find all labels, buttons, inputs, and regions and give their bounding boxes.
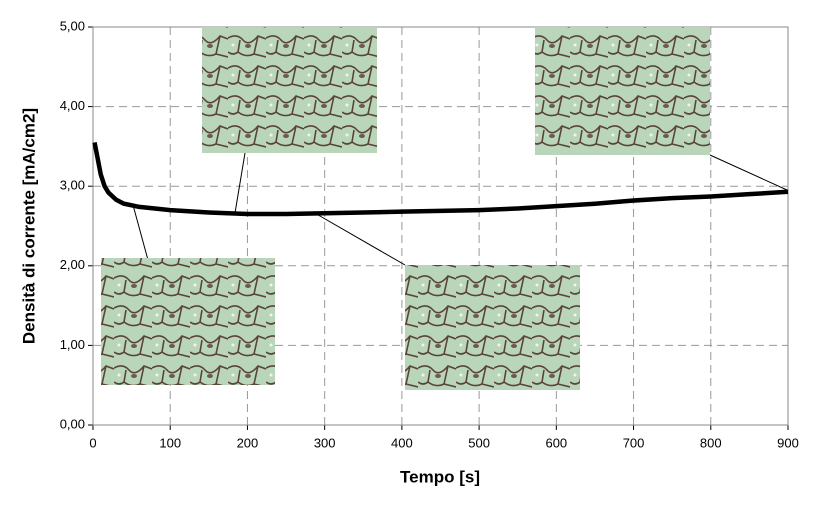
- y-tick-label: 5,00: [60, 18, 85, 33]
- micrograph: [101, 258, 275, 385]
- y-axis-title: Densità di corrente [mA/cm2]: [19, 108, 38, 344]
- x-tick-label: 800: [700, 435, 722, 450]
- x-axis-title: Tempo [s]: [400, 467, 480, 486]
- connector: [709, 154, 788, 191]
- micrograph: [202, 27, 377, 153]
- x-tick-label: 100: [159, 435, 181, 450]
- x-tick-label: 400: [391, 435, 413, 450]
- connector: [132, 204, 149, 261]
- connector: [312, 211, 406, 266]
- y-tick-label: 0,00: [60, 416, 85, 431]
- y-tick-label: 3,00: [60, 178, 85, 193]
- insets: [101, 27, 788, 390]
- x-tick-label: 0: [89, 435, 96, 450]
- plot-border: [92, 26, 789, 426]
- connector: [234, 152, 246, 214]
- x-tick-label: 500: [468, 435, 490, 450]
- micrograph: [405, 265, 580, 390]
- y-tick-label: 4,00: [60, 98, 85, 113]
- x-tick-label: 300: [314, 435, 336, 450]
- x-tick-label: 700: [623, 435, 645, 450]
- y-tick-label: 2,00: [60, 257, 85, 272]
- x-tick-label: 900: [777, 435, 799, 450]
- micrograph: [535, 27, 710, 155]
- x-tick-label: 600: [545, 435, 567, 450]
- data-line: [92, 141, 789, 217]
- y-tick-label: 1,00: [60, 337, 85, 352]
- x-tick-label: 200: [237, 435, 259, 450]
